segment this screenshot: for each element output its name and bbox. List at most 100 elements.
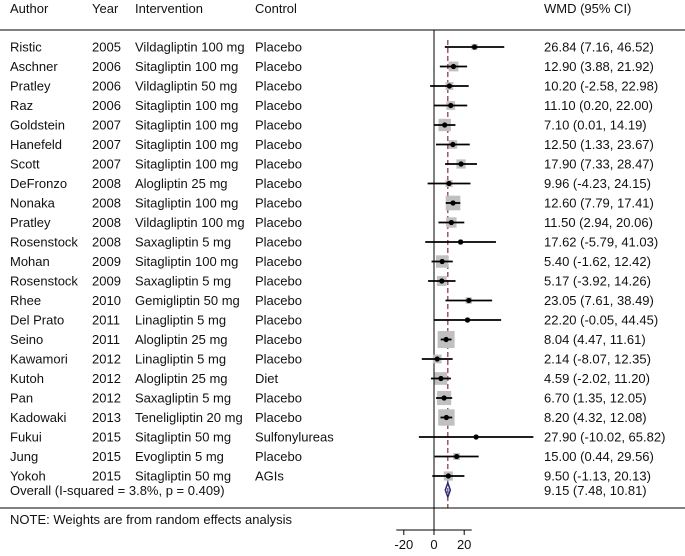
header-row: Author Year Intervention Control WMD (95… xyxy=(10,1,631,16)
weights-note: NOTE: Weights are from random effects an… xyxy=(10,512,293,527)
study-control: Placebo xyxy=(255,352,302,367)
study-intervention: Vildagliptin 100 mg xyxy=(135,215,245,230)
study-year: 2015 xyxy=(92,430,121,445)
study-effect-label: 9.96 (-4.23, 24.15) xyxy=(544,176,651,191)
study-intervention: Vildagliptin 50 mg xyxy=(135,79,237,94)
study-intervention: Sitagliptin 100 mg xyxy=(135,98,238,113)
study-author: Kutoh xyxy=(10,371,44,386)
study-intervention: Saxagliptin 5 mg xyxy=(135,235,231,250)
study-effect-label: 6.70 (1.35, 12.05) xyxy=(544,391,647,406)
study-intervention: Sitagliptin 100 mg xyxy=(135,118,238,133)
study-intervention: Alogliptin 25 mg xyxy=(135,176,228,191)
study-author: Del Prato xyxy=(10,313,64,328)
study-row: Rhee 2010 Gemigliptin 50 mg Placebo 23.05 (7… xyxy=(10,293,654,308)
study-effect-label: 8.04 (4.47, 11.61) xyxy=(544,332,646,347)
study-control: Placebo xyxy=(255,235,302,250)
study-year: 2007 xyxy=(92,137,121,152)
study-year: 2008 xyxy=(92,196,121,211)
x-tick-label: 0 xyxy=(430,537,437,552)
x-axis: -20 0 20 xyxy=(394,529,472,552)
study-effect-label: 5.40 (-1.62, 12.42) xyxy=(544,254,651,269)
study-effect-label: 10.20 (-2.58, 22.98) xyxy=(544,79,658,94)
header-effect: WMD (95% CI) xyxy=(544,1,631,16)
point-estimate xyxy=(441,395,447,401)
study-control: Placebo xyxy=(255,293,302,308)
overall-effect-label: 9.15 (7.48, 10.81) xyxy=(544,483,647,498)
study-control: Placebo xyxy=(255,274,302,289)
study-year: 2013 xyxy=(92,410,121,425)
study-control: Placebo xyxy=(255,313,302,328)
point-estimate xyxy=(450,200,456,206)
study-year: 2006 xyxy=(92,98,121,113)
study-intervention: Evogliptin 5 mg xyxy=(135,449,224,464)
study-intervention: Saxagliptin 5 mg xyxy=(135,274,231,289)
study-control: Placebo xyxy=(255,157,302,172)
point-estimate xyxy=(445,473,451,479)
study-control: Placebo xyxy=(255,137,302,152)
study-effect-label: 12.90 (3.88, 21.92) xyxy=(544,59,654,74)
study-row: Yokoh 2015 Sitagliptin 50 mg AGIs 9.50 (-1.1… xyxy=(10,469,651,484)
point-estimate xyxy=(450,141,456,148)
study-row: Pratley 2006 Vildagliptin 50 mg Placebo 10.2… xyxy=(10,79,658,94)
point-estimate xyxy=(443,336,449,343)
study-effect-label: 11.50 (2.94, 20.06) xyxy=(544,215,653,230)
point-estimate xyxy=(466,297,472,304)
point-estimate xyxy=(473,434,479,440)
x-tick-label: 20 xyxy=(457,537,471,552)
study-control: Placebo xyxy=(255,254,302,269)
study-intervention: Sitagliptin 100 mg xyxy=(135,59,238,74)
point-estimate xyxy=(454,453,460,460)
study-author: Seino xyxy=(10,332,43,347)
header-year: Year xyxy=(92,1,119,16)
study-effect-label: 5.17 (-3.92, 14.26) xyxy=(544,274,651,289)
study-effect-label: 15.00 (0.44, 29.56) xyxy=(544,449,654,464)
study-row: Fukui 2015 Sitagliptin 50 mg Sulfonylureas 2… xyxy=(10,430,665,445)
point-estimate xyxy=(446,180,452,187)
study-intervention: Sitagliptin 100 mg xyxy=(135,254,238,269)
study-intervention: Sitagliptin 50 mg xyxy=(135,469,231,484)
study-author: Hanefeld xyxy=(10,137,62,152)
study-intervention: Linagliptin 5 mg xyxy=(135,313,226,328)
study-author: Rhee xyxy=(10,293,41,308)
study-author: Fukui xyxy=(10,430,42,445)
overall-label: Overall (I-squared = 3.8%, p = 0.409) xyxy=(10,483,225,498)
study-control: Placebo xyxy=(255,215,302,230)
study-author: Kawamori xyxy=(10,352,68,367)
study-row: Kutoh 2012 Alogliptin 25 mg Diet 4.59 (-2.02… xyxy=(10,371,650,386)
study-control: Placebo xyxy=(255,118,302,133)
study-year: 2012 xyxy=(92,352,121,367)
x-tick-label: -20 xyxy=(394,537,413,552)
study-year: 2010 xyxy=(92,293,121,308)
study-row: Pratley 2008 Vildagliptin 100 mg Placebo 11.… xyxy=(10,215,653,230)
study-effect-label: 22.20 (-0.05, 44.45) xyxy=(544,313,658,328)
study-effect-label: 12.50 (1.33, 23.67) xyxy=(544,137,654,152)
point-estimate xyxy=(450,63,457,70)
study-intervention: Saxagliptin 5 mg xyxy=(135,391,231,406)
study-control: Placebo xyxy=(255,449,302,464)
study-control: Placebo xyxy=(255,59,302,74)
study-year: 2009 xyxy=(92,254,121,269)
study-author: Aschner xyxy=(10,59,58,74)
study-row: Seino 2011 Alogliptin 25 mg Placebo 8.04 (4.… xyxy=(10,331,646,348)
study-effect-label: 12.60 (7.79, 17.41) xyxy=(544,196,654,211)
point-estimate xyxy=(458,161,464,167)
study-year: 2011 xyxy=(92,313,120,328)
point-estimate xyxy=(439,278,445,284)
study-row: Kadowaki 2013 Teneligliptin 20 mg Placebo 8.… xyxy=(10,409,647,426)
study-author: Pratley xyxy=(10,79,51,94)
study-effect-label: 23.05 (7.61, 38.49) xyxy=(544,293,654,308)
study-intervention: Alogliptin 25 mg xyxy=(135,332,228,347)
study-effect-label: 2.14 (-8.07, 12.35) xyxy=(544,352,651,367)
study-year: 2008 xyxy=(92,176,121,191)
study-control: Placebo xyxy=(255,98,302,113)
study-rows: Ristic 2005 Vildagliptin 100 mg Placebo 26.8… xyxy=(10,40,665,484)
study-author: DeFronzo xyxy=(10,176,67,191)
study-row: Pan 2012 Saxagliptin 5 mg Placebo 6.70 (1.35… xyxy=(10,391,647,406)
study-author: Kadowaki xyxy=(10,410,66,425)
study-author: Nonaka xyxy=(10,196,56,211)
study-author: Pan xyxy=(10,391,33,406)
study-control: Diet xyxy=(255,371,279,386)
point-estimate xyxy=(439,258,445,265)
overall-row: Overall (I-squared = 3.8%, p = 0.409) 9.… xyxy=(10,480,647,500)
